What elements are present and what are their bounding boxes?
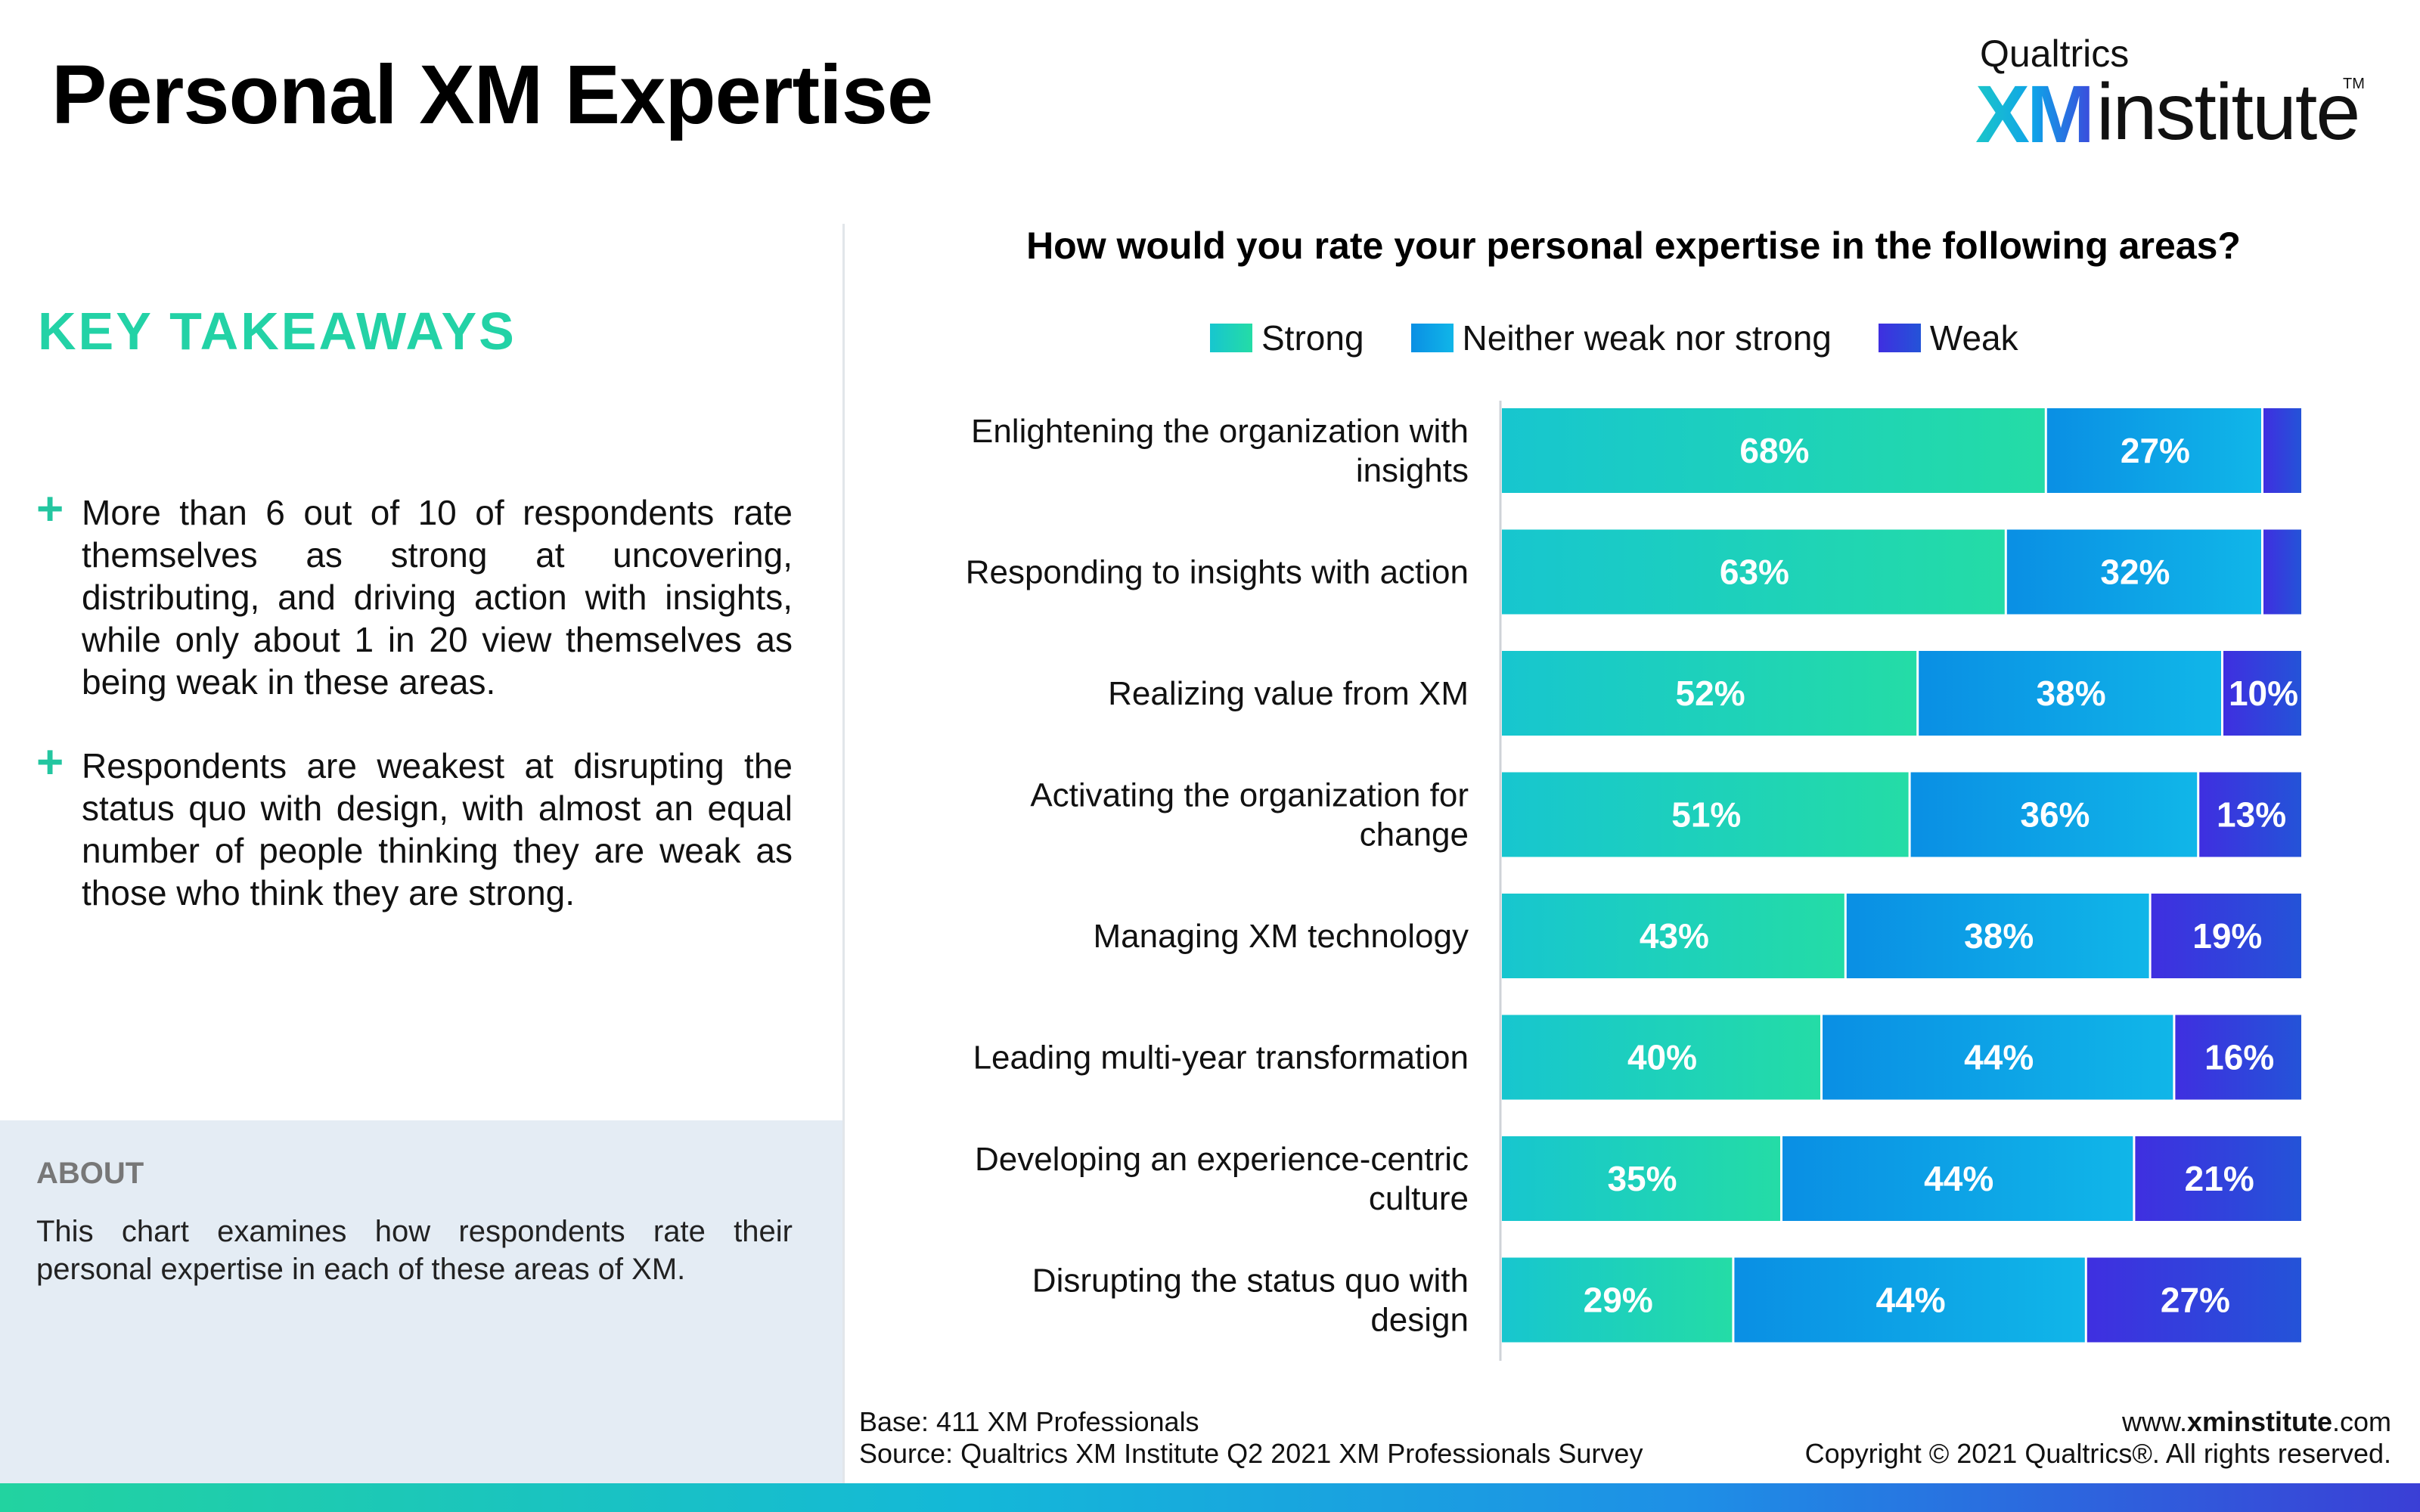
legend-label-neither: Neither weak nor strong: [1462, 318, 1832, 358]
url-suffix: .com: [2332, 1406, 2391, 1437]
base-note: Base: 411 XM Professionals: [859, 1406, 1199, 1437]
plus-icon: +: [36, 736, 64, 789]
category-label: Leading multi-year transformation: [973, 1040, 1469, 1077]
copyright-text: Copyright © 2021 Qualtrics®. All rights …: [1804, 1438, 2391, 1469]
data-label-strong: 40%: [1627, 1038, 1697, 1077]
footer-credits: www.xminstitute.com Copyright © 2021 Qua…: [1805, 1406, 2391, 1470]
data-label-weak: 27%: [2161, 1281, 2230, 1320]
legend-item-weak: Weak: [1878, 318, 2018, 358]
about-heading: ABOUT: [36, 1157, 144, 1190]
bar-segment-neither: [2046, 408, 2261, 493]
category-label: Responding to insights with action: [966, 554, 1469, 591]
url-prefix: www.: [2121, 1406, 2187, 1437]
legend-label-strong: Strong: [1261, 318, 1364, 358]
about-text: This chart examines how respondents rate…: [36, 1215, 793, 1286]
bar-segment-neither: [1782, 1136, 2133, 1221]
category-label: Disrupting the status quo with design: [1032, 1263, 1469, 1339]
data-label-neither: 38%: [1964, 916, 2034, 956]
data-label-weak: 19%: [2192, 916, 2262, 956]
legend-swatch-neither: [1410, 324, 1454, 352]
bar-segment-strong: [1502, 408, 2045, 493]
bar-segment-weak: [2223, 651, 2301, 736]
data-label-weak: 16%: [2204, 1038, 2274, 1077]
takeaway-text: Respondents are weakest at disrupting th…: [82, 746, 793, 912]
legend-label-weak: Weak: [1929, 318, 2018, 358]
category-label: Realizing value from XM: [1108, 675, 1469, 712]
bar-segment-neither: [1846, 894, 2149, 978]
legend-item-strong: Strong: [1210, 318, 1364, 358]
logo-brand-text: Qualtrics: [1980, 33, 2130, 75]
data-label-strong: 68%: [1739, 431, 1809, 470]
data-label-strong: 63%: [1720, 553, 1789, 592]
bar-segment-neither: [2006, 529, 2261, 615]
chart-title: How would you rate your personal experti…: [1026, 225, 2241, 267]
data-label-strong: 52%: [1676, 674, 1745, 713]
bar-segment-weak: [2263, 529, 2301, 615]
bar-segment-strong: [1502, 1015, 1820, 1100]
page-title: Personal XM Expertise: [51, 48, 933, 141]
data-label-strong: 29%: [1584, 1281, 1653, 1320]
data-label-weak: 10%: [2229, 674, 2298, 713]
bar-segment-weak: [2199, 772, 2301, 857]
bar-segment-strong: [1502, 651, 1917, 736]
logo-trademark: TM: [2343, 76, 2365, 92]
brand-gradient-strip: [0, 1483, 2420, 1512]
bar-segment-weak: [2175, 1015, 2301, 1100]
data-label-weak: 21%: [2185, 1159, 2254, 1198]
bar-segment-strong: [1502, 894, 1844, 978]
data-label-neither: 44%: [1924, 1159, 1993, 1198]
source-note: Source: Qualtrics XM Institute Q2 2021 X…: [859, 1438, 1643, 1469]
category-label: Managing XM technology: [1093, 918, 1469, 955]
bar-segment-strong: [1502, 772, 1909, 857]
bar-segment-weak: [2263, 408, 2301, 493]
data-label-neither: 36%: [2020, 795, 2090, 835]
data-label-weak: 13%: [2217, 795, 2286, 835]
category-label: Developing an experience-centric culture: [975, 1141, 1469, 1217]
takeaway-text: More than 6 out of 10 of respondents rat…: [82, 493, 793, 702]
takeaway-item: + More than 6 out of 10 of respondents r…: [36, 483, 793, 703]
website-link[interactable]: www.xminstitute.com: [1805, 1406, 2391, 1438]
bar-segment-weak: [2135, 1136, 2301, 1221]
takeaway-item: + Respondents are weakest at disrupting …: [36, 736, 793, 914]
legend-swatch-weak: [1878, 324, 1921, 352]
data-label-neither: 44%: [1964, 1038, 2034, 1077]
data-label-strong: 43%: [1640, 916, 1709, 956]
logo-xm-text: XM: [1975, 68, 2095, 160]
bar-segment-neither: [1910, 772, 2198, 857]
bar-segment-strong: [1502, 529, 2005, 615]
legend-swatch-strong: [1210, 324, 1252, 352]
url-domain: xminstitute: [2186, 1406, 2332, 1437]
about-panel: [0, 1120, 842, 1483]
panel-divider: [842, 224, 845, 1483]
legend-item-neither: Neither weak nor strong: [1410, 318, 1832, 358]
data-label-neither: 32%: [2100, 553, 2170, 592]
data-label-neither: 38%: [2037, 674, 2106, 713]
plus-icon: +: [36, 483, 64, 535]
data-label-strong: 35%: [1607, 1159, 1677, 1198]
bar-segment-weak: [2086, 1257, 2301, 1343]
data-label-strong: 51%: [1671, 795, 1741, 835]
bar-segment-neither: [1823, 1015, 2173, 1100]
category-label: Enlightening the organization with insigh…: [971, 413, 1469, 489]
bar-segment-neither: [1734, 1257, 2085, 1343]
bar-segment-strong: [1502, 1257, 1733, 1343]
bar-segment-strong: [1502, 1136, 1780, 1221]
category-label: Activating the organization for change: [1030, 777, 1469, 854]
xm-institute-logo: Qualtrics XM institute TM: [1975, 29, 2369, 160]
data-label-neither: 27%: [2121, 431, 2190, 470]
bar-segment-weak: [2151, 894, 2301, 978]
logo-institute-text: institute: [2096, 67, 2360, 156]
bar-segment-neither: [1919, 651, 2221, 736]
footer-notes: Base: 411 XM Professionals Source: Qualt…: [859, 1406, 1643, 1470]
data-label-neither: 44%: [1876, 1281, 1946, 1320]
chart-legend: Strong Neither weak nor strong Weak: [1210, 318, 2018, 358]
key-takeaways-heading: KEY TAKEAWAYS: [38, 302, 517, 361]
